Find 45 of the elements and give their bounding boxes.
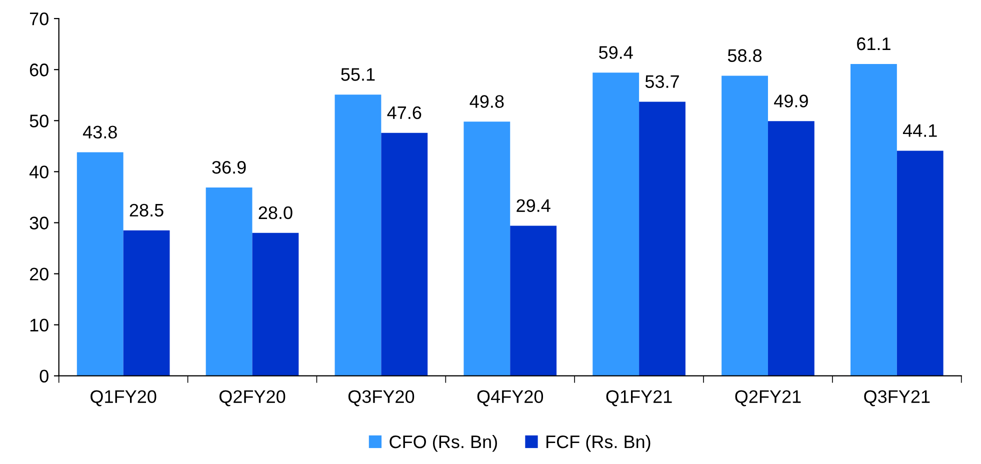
legend-label: CFO (Rs. Bn) (390, 434, 497, 452)
data-label: 28.0 (258, 206, 292, 220)
bar (510, 226, 557, 376)
bar (206, 188, 252, 376)
x-tick-label: Q2FY21 (735, 390, 801, 406)
data-label: 36.9 (212, 160, 246, 174)
bar (464, 122, 510, 376)
bar (896, 150, 944, 376)
data-label: 55.1 (341, 68, 375, 81)
data-label: 28.5 (130, 204, 164, 217)
data-label: 47.6 (387, 106, 422, 120)
x-tick-label: Q1FY20 (90, 390, 156, 406)
bar (639, 102, 686, 376)
x-tick-label: Q1FY21 (606, 390, 672, 406)
data-label: 49.8 (470, 95, 504, 108)
y-tick-label: 0 (40, 370, 48, 383)
data-label: 53.7 (645, 75, 679, 88)
data-label: 58.8 (728, 49, 762, 62)
data-label: 29.4 (516, 199, 550, 212)
x-tick-label: Q4FY20 (477, 390, 544, 406)
legend-label: FCF (Rs. Bn) (546, 434, 650, 452)
y-tick-label: 20 (30, 268, 48, 280)
data-label: 44.1 (902, 124, 937, 137)
bar (123, 230, 170, 376)
x-tick-label: Q3FY21 (864, 390, 930, 406)
bar (592, 72, 640, 376)
data-label: 43.8 (82, 126, 117, 139)
bar (381, 132, 428, 376)
y-tick-label: 40 (29, 166, 48, 178)
bar (722, 76, 768, 376)
y-tick-label: 70 (30, 12, 48, 26)
y-tick-label: 30 (30, 216, 48, 230)
bar (334, 94, 382, 376)
x-tick-label: Q3FY20 (348, 390, 414, 406)
bar (850, 64, 897, 376)
y-tick-label: 50 (30, 114, 48, 128)
bar (76, 152, 124, 376)
bar (768, 121, 814, 376)
data-label: 61.1 (857, 37, 890, 50)
bar (252, 232, 299, 376)
y-tick-label: 60 (30, 64, 48, 76)
y-tick-label: 10 (30, 318, 48, 332)
data-label: 59.4 (598, 46, 633, 59)
data-label: 49.9 (774, 94, 808, 108)
x-tick-label: Q2FY20 (219, 390, 286, 406)
